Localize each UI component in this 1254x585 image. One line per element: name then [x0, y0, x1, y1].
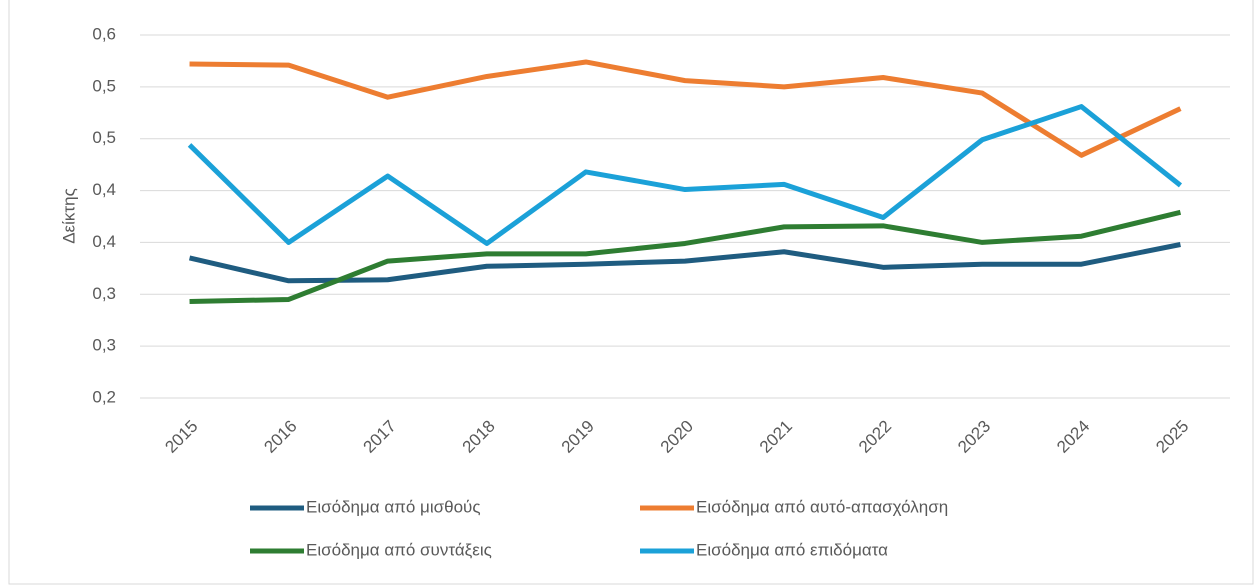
x-tick-label: 2022	[855, 417, 895, 457]
legend-label: Εισόδημα από μισθούς	[306, 497, 481, 516]
x-tick-label: 2025	[1152, 417, 1192, 457]
y-tick-label: 0,4	[92, 180, 116, 199]
y-tick-label: 0,3	[92, 336, 116, 355]
y-tick-label: 0,2	[92, 387, 116, 406]
chart-border	[8, 0, 1254, 585]
y-tick-label: 0,6	[92, 24, 116, 43]
x-tick-label: 2024	[1053, 417, 1093, 457]
y-tick-label: 0,5	[92, 128, 116, 147]
series-line	[189, 59, 1182, 158]
legend-label: Εισόδημα από συντάξεις	[306, 540, 492, 559]
legend-label: Εισόδημα από αυτό-απασχόληση	[696, 497, 948, 516]
series-line	[189, 209, 1182, 305]
x-tick-label: 2016	[260, 417, 300, 457]
y-tick-label: 0,5	[92, 76, 116, 95]
x-tick-label: 2018	[459, 417, 499, 457]
x-tick-label: 2015	[161, 417, 201, 457]
y-axis-label: Δείκτης	[59, 188, 78, 244]
x-tick-label: 2020	[657, 417, 697, 457]
x-tick-label: 2019	[558, 417, 598, 457]
x-tick-label: 2023	[954, 417, 994, 457]
x-tick-label: 2017	[360, 417, 400, 457]
x-tick-label: 2021	[756, 417, 796, 457]
series-line	[188, 242, 1181, 284]
series-line	[187, 104, 1183, 246]
y-tick-label: 0,4	[92, 232, 116, 251]
y-tick-label: 0,3	[92, 284, 116, 303]
legend-label: Εισόδημα από επιδόματα	[696, 540, 888, 559]
